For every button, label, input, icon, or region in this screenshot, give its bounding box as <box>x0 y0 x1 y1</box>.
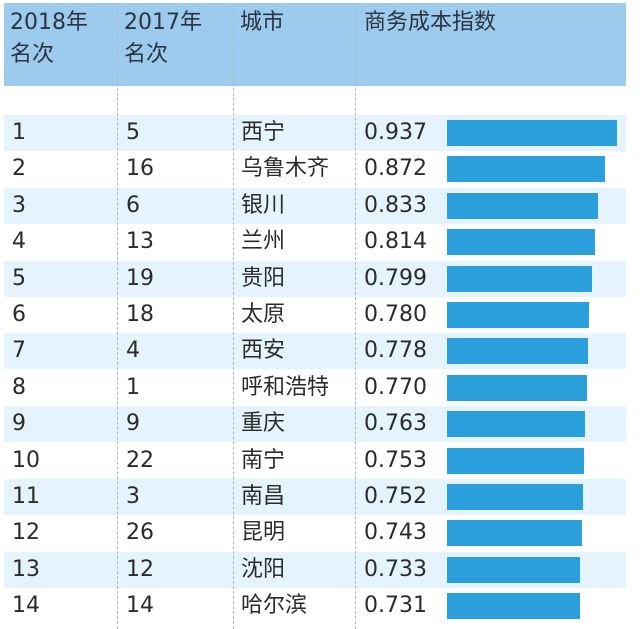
city-cell: 太原 <box>241 302 286 327</box>
header-line: 名次 <box>10 42 55 67</box>
index-bar <box>447 338 589 365</box>
city-cell: 呼和浩特 <box>241 374 330 400</box>
city-cell: 西安 <box>241 338 286 364</box>
rank-2017-cell: 9 <box>126 411 140 437</box>
header-line: 2018年 <box>10 10 88 35</box>
rank-2017-cell: 26 <box>126 520 154 546</box>
index-value-cell: 0.814 <box>364 229 427 255</box>
rank-2018-cell: 1 <box>12 120 26 145</box>
index-value-cell: 0.733 <box>364 556 427 582</box>
index-value-cell: 0.833 <box>364 192 427 218</box>
city-cell: 哈尔滨 <box>241 593 308 619</box>
table-row: 4 13 兰州 0.814 <box>4 224 626 260</box>
rank-2017-cell: 1 <box>126 374 140 400</box>
index-bar <box>447 411 586 438</box>
rank-2017-cell: 19 <box>126 265 154 291</box>
rank-2018-cell: 7 <box>12 338 26 364</box>
rank-2018-cell: 2 <box>12 156 26 182</box>
table-row: 14 14 哈尔滨 0.731 <box>4 588 626 624</box>
rank-2018-cell: 5 <box>12 265 26 291</box>
header-rank-2018: 2018年 名次 <box>10 7 88 71</box>
rank-2018-cell: 13 <box>12 556 40 582</box>
header-line: 2017年 <box>124 10 202 35</box>
index-value-cell: 0.799 <box>364 265 427 291</box>
table-row: 10 22 南宁 0.753 <box>4 443 626 479</box>
index-bar <box>447 192 599 219</box>
rank-2017-cell: 18 <box>126 302 154 327</box>
rank-2017-cell: 5 <box>126 120 140 145</box>
rank-2017-cell: 6 <box>126 192 140 218</box>
table-row: 5 19 贵阳 0.799 <box>4 260 626 297</box>
index-bar <box>447 484 584 510</box>
rank-2017-cell: 14 <box>126 593 154 619</box>
index-bar <box>447 120 617 146</box>
index-value-cell: 0.731 <box>364 593 427 619</box>
index-bar <box>447 156 606 183</box>
column-divider <box>355 3 356 629</box>
city-cell: 沈阳 <box>241 556 286 582</box>
column-divider <box>233 3 234 629</box>
city-cell: 南宁 <box>241 447 286 473</box>
city-cell: 乌鲁木齐 <box>241 156 330 182</box>
rank-2017-cell: 4 <box>126 338 140 364</box>
index-value-cell: 0.780 <box>364 302 427 327</box>
table-row: 7 4 西安 0.778 <box>4 333 626 370</box>
table-row: 11 3 南昌 0.752 <box>4 479 626 515</box>
city-cell: 南昌 <box>241 484 286 509</box>
rank-2018-cell: 11 <box>12 484 40 509</box>
rank-2018-cell: 3 <box>12 192 26 218</box>
rank-2018-cell: 6 <box>12 302 26 327</box>
rank-2018-cell: 12 <box>12 520 40 546</box>
index-value-cell: 0.743 <box>364 520 427 546</box>
table-row: 8 1 呼和浩特 0.770 <box>4 370 626 406</box>
rank-2017-cell: 16 <box>126 156 154 182</box>
index-bar <box>447 374 587 401</box>
index-bar <box>447 302 589 328</box>
city-cell: 昆明 <box>241 520 286 546</box>
column-divider <box>117 3 118 629</box>
city-cell: 贵阳 <box>241 265 286 291</box>
table-row: 3 6 银川 0.833 <box>4 187 626 224</box>
index-value-cell: 0.770 <box>364 374 427 400</box>
table-row: 1 5 西宁 0.937 <box>4 115 626 151</box>
index-value-cell: 0.752 <box>364 484 427 509</box>
header-rank-2017: 2017年 名次 <box>124 7 202 71</box>
rank-2017-cell: 12 <box>126 556 154 582</box>
rank-2017-cell: 22 <box>126 447 154 473</box>
index-bar <box>447 556 580 583</box>
index-value-cell: 0.763 <box>364 411 427 437</box>
city-cell: 西宁 <box>241 120 286 145</box>
index-bar <box>447 265 592 292</box>
table-header <box>4 3 626 86</box>
index-value-cell: 0.778 <box>364 338 427 364</box>
city-cell: 兰州 <box>241 229 286 255</box>
city-cell: 重庆 <box>241 411 286 437</box>
index-bar <box>447 229 595 256</box>
rank-2017-cell: 13 <box>126 229 154 255</box>
index-value-cell: 0.937 <box>364 120 427 145</box>
header-index: 商务成本指数 <box>364 10 497 35</box>
rank-2018-cell: 10 <box>12 447 40 473</box>
rank-2018-cell: 9 <box>12 411 26 437</box>
rank-2018-cell: 8 <box>12 374 26 400</box>
rank-2018-cell: 14 <box>12 593 40 619</box>
city-cell: 银川 <box>241 192 286 218</box>
rank-2017-cell: 3 <box>126 484 140 509</box>
table-row: 12 26 昆明 0.743 <box>4 515 626 551</box>
table-row: 6 18 太原 0.780 <box>4 297 626 333</box>
table-row: 9 9 重庆 0.763 <box>4 406 626 443</box>
index-bar <box>447 593 580 620</box>
index-value-cell: 0.872 <box>364 156 427 182</box>
rank-2018-cell: 4 <box>12 229 26 255</box>
header-line: 名次 <box>124 42 169 67</box>
index-bar <box>447 447 584 474</box>
index-bar <box>447 520 582 547</box>
header-city: 城市 <box>240 10 285 35</box>
table-row: 2 16 乌鲁木齐 0.872 <box>4 151 626 187</box>
table-row: 13 12 沈阳 0.733 <box>4 551 626 588</box>
index-value-cell: 0.753 <box>364 447 427 473</box>
